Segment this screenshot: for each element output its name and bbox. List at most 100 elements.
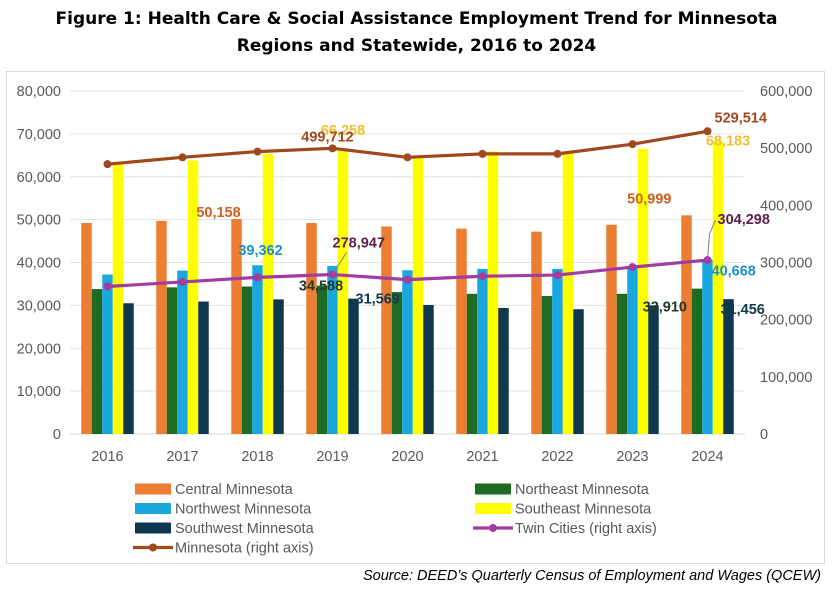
data-label: 50,158: [196, 205, 240, 221]
data-label: 31,456: [721, 302, 765, 318]
leader-line: [332, 252, 347, 275]
bar-southwest-minnesota: [723, 299, 734, 434]
left-axis-tick-label: 70,000: [17, 127, 61, 143]
left-axis-tick-label: 10,000: [17, 384, 61, 400]
line-marker: [553, 149, 562, 158]
left-axis-tick-label: 40,000: [17, 256, 61, 272]
bar-central-minnesota: [531, 231, 542, 434]
x-axis-tick-label: 2019: [316, 449, 348, 465]
x-axis-tick-label: 2021: [466, 449, 498, 465]
line-marker: [178, 153, 187, 162]
bar-northeast-minnesota: [391, 292, 403, 434]
x-axis-tick-label: 2022: [541, 449, 573, 465]
legend-swatch: [475, 483, 511, 495]
bar-southeast-minnesota: [337, 149, 349, 434]
line-marker: [103, 160, 112, 169]
right-axis-tick-label: 100,000: [760, 370, 812, 386]
leader-line: [709, 219, 716, 235]
bar-central-minnesota: [156, 220, 167, 434]
line-marker: [103, 282, 112, 291]
bar-southwest-minnesota: [573, 309, 584, 434]
bar-central-minnesota: [306, 223, 317, 434]
bar-southeast-minnesota: [712, 141, 724, 434]
bar-northeast-minnesota: [91, 289, 103, 434]
data-label: 40,668: [712, 264, 756, 280]
data-label: 33,910: [643, 300, 687, 316]
left-axis-tick-label: 30,000: [17, 298, 61, 314]
bar-northeast-minnesota: [541, 295, 553, 434]
line-marker: [478, 149, 487, 158]
data-label: 39,362: [238, 243, 282, 259]
legend-swatch: [135, 522, 171, 534]
bar-southeast-minnesota: [562, 152, 574, 434]
bar-northwest-minnesota: [627, 265, 638, 434]
bar-northeast-minnesota: [616, 293, 628, 434]
legend-label: Twin Cities (right axis): [515, 521, 657, 537]
bar-southeast-minnesota: [637, 148, 649, 434]
bar-northeast-minnesota: [166, 287, 178, 434]
right-axis-tick-label: 500,000: [760, 141, 812, 157]
bar-northeast-minnesota: [241, 286, 253, 434]
data-label: 529,514: [715, 110, 767, 126]
x-axis-tick-label: 2020: [391, 449, 423, 465]
data-label: 31,569: [356, 292, 400, 308]
leader-line: [707, 234, 710, 261]
bar-northeast-minnesota: [691, 288, 703, 434]
bar-southwest-minnesota: [198, 301, 209, 434]
left-axis-tick-label: 80,000: [17, 84, 61, 100]
x-axis-tick-label: 2017: [166, 449, 198, 465]
bar-northeast-minnesota: [316, 285, 328, 434]
bar-southwest-minnesota: [648, 305, 659, 434]
right-axis-tick-label: 200,000: [760, 313, 812, 329]
bar-southeast-minnesota: [262, 154, 274, 434]
bar-central-minnesota: [231, 218, 242, 434]
data-label: 50,999: [627, 191, 671, 207]
legend-label: Central Minnesota: [175, 482, 294, 498]
chart-title: Figure 1: Health Care & Social Assistanc…: [0, 6, 833, 60]
x-axis-tick-label: 2018: [241, 449, 273, 465]
chart-title-line-2: Regions and Statewide, 2016 to 2024: [236, 36, 597, 56]
legend-label: Northwest Minnesota: [175, 502, 312, 518]
line-marker: [328, 144, 337, 153]
legend-swatch-marker: [149, 543, 157, 552]
data-label: 68,183: [706, 134, 750, 150]
bar-southwest-minnesota: [273, 299, 284, 434]
bar-northeast-minnesota: [466, 293, 478, 434]
legend-swatch: [135, 503, 171, 514]
x-axis-tick-label: 2016: [91, 449, 123, 465]
x-axis-tick-label: 2024: [691, 449, 723, 465]
bar-southwest-minnesota: [348, 298, 359, 434]
data-label: 66,258: [321, 123, 365, 139]
bar-northwest-minnesota: [327, 265, 338, 434]
bar-southwest-minnesota: [423, 304, 434, 434]
data-label: 304,298: [718, 212, 770, 228]
legend-label: Minnesota (right axis): [175, 541, 314, 557]
bar-southwest-minnesota: [123, 303, 134, 434]
bar-central-minnesota: [81, 223, 92, 434]
line-marker: [628, 140, 637, 149]
chart-area: 0 10,000 20,000 30,000 40,000 50,000 60,000 70,…: [6, 71, 825, 564]
legend-swatch: [135, 483, 171, 495]
bar-southeast-minnesota: [112, 163, 124, 434]
bar-northwest-minnesota: [552, 268, 563, 434]
left-axis-tick-label: 20,000: [17, 341, 61, 357]
line-marker: [253, 273, 262, 282]
bar-northwest-minnesota: [702, 259, 713, 434]
bar-southwest-minnesota: [498, 307, 509, 434]
x-axis-tick-label: 2023: [616, 449, 648, 465]
bar-southeast-minnesota: [487, 151, 499, 435]
bar-central-minnesota: [681, 215, 692, 434]
right-axis-tick-label: 300,000: [760, 256, 812, 272]
bar-northwest-minnesota: [477, 268, 488, 434]
right-axis-tick-label: 400,000: [760, 198, 812, 214]
legend-swatch-marker: [489, 524, 497, 532]
line-marker: [178, 277, 187, 286]
right-axis-tick-label: 0: [760, 427, 768, 443]
bar-central-minnesota: [381, 226, 392, 434]
source-note: Source: DEED’s Quarterly Census of Emplo…: [363, 568, 821, 584]
bar-southeast-minnesota: [412, 158, 424, 434]
legend-swatch: [475, 503, 511, 514]
chart-title-line-1: Figure 1: Health Care & Social Assistanc…: [55, 9, 778, 29]
bar-central-minnesota: [606, 224, 617, 434]
bar-central-minnesota: [456, 228, 467, 434]
